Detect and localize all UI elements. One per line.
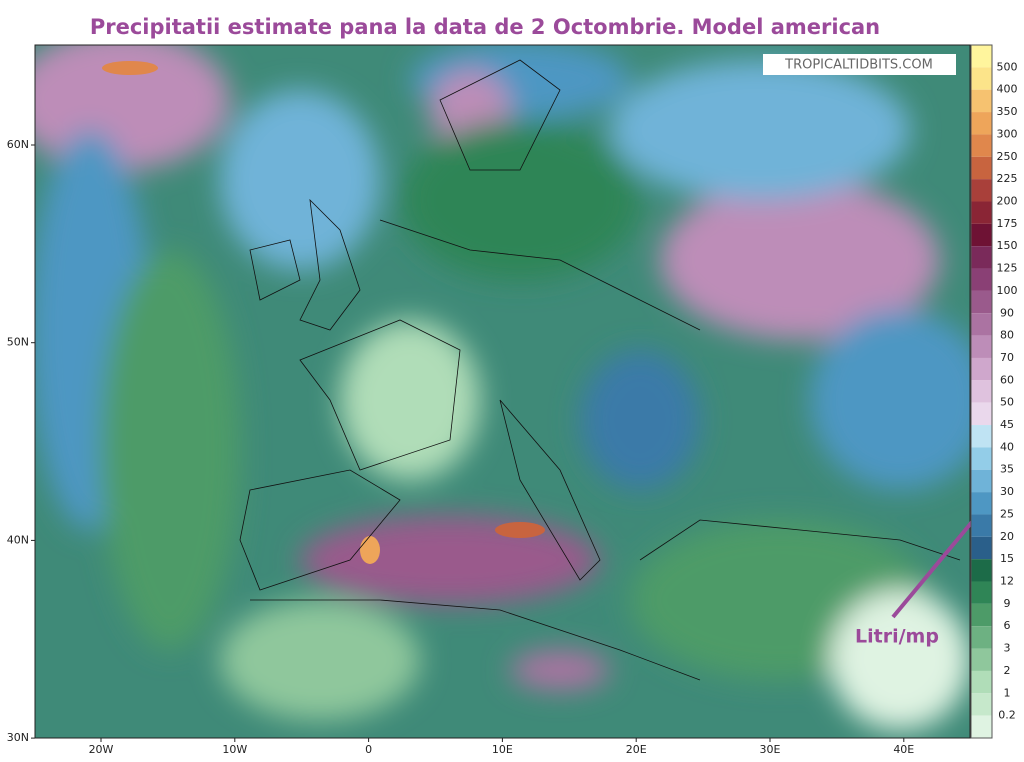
- colorbar-top-bin: [971, 45, 992, 68]
- map-title: Precipitatii estimate pana la data de 2 …: [90, 15, 880, 39]
- lat-label: 60N: [7, 138, 29, 151]
- colorbar-label: 70: [1000, 351, 1014, 364]
- colorbar-bin: [971, 536, 992, 560]
- colorbar-label: 15: [1000, 552, 1014, 565]
- colorbar-label: 350: [997, 105, 1018, 118]
- colorbar-bin: [971, 112, 992, 135]
- lon-label: 10E: [492, 743, 513, 756]
- lon-label: 20W: [89, 743, 114, 756]
- colorbar-label: 1: [1004, 686, 1011, 699]
- lon-label: 30E: [760, 743, 781, 756]
- colorbar-bin: [971, 268, 992, 291]
- colorbar-label: 500: [997, 60, 1018, 73]
- colorbar-label: 25: [1000, 507, 1014, 520]
- colorbar-bin: [971, 447, 992, 470]
- colorbar-label: 90: [1000, 306, 1014, 319]
- colorbar-label: 2: [1004, 664, 1011, 677]
- colorbar-bin: [971, 134, 992, 157]
- lat-label: 40N: [7, 533, 29, 546]
- colorbar-label: 40: [1000, 440, 1014, 453]
- colorbar-bin: [971, 380, 992, 403]
- colorbar-label: 80: [1000, 329, 1014, 342]
- lat-label: 30N: [7, 731, 29, 744]
- colorbar-label: 35: [1000, 463, 1014, 476]
- colorbar-bin: [971, 469, 992, 493]
- colorbar-label: 50: [1000, 396, 1014, 409]
- lon-label: 40E: [893, 743, 914, 756]
- colorbar-bin: [971, 67, 992, 90]
- watermark: TROPICALTIDBITS.COM: [784, 58, 933, 73]
- colorbar-bin: [971, 581, 992, 604]
- colorbar-label: 9: [1004, 597, 1011, 610]
- colorbar-bin: [971, 514, 992, 537]
- colorbar-bin: [971, 492, 992, 515]
- colorbar-label: 3: [1004, 642, 1011, 655]
- colorbar-label: 300: [997, 127, 1018, 140]
- colorbar-bin: [971, 179, 992, 202]
- colorbar-bin: [971, 402, 992, 426]
- colorbar-label: 125: [997, 262, 1018, 275]
- colorbar-label: 250: [997, 150, 1018, 163]
- lon-label: 10W: [222, 743, 247, 756]
- watermark-box: [763, 54, 956, 75]
- lat-label: 50N: [7, 336, 29, 349]
- colorbar-label: 225: [997, 172, 1018, 185]
- colorbar-bin: [971, 335, 992, 358]
- colorbar-label: 12: [1000, 575, 1014, 588]
- annotation-arrow: [891, 520, 974, 619]
- colorbar-frame: [970, 44, 993, 739]
- colorbar-label: 175: [997, 217, 1018, 230]
- colorbar-label: 30: [1000, 485, 1014, 498]
- colorbar-bin: [971, 313, 992, 336]
- axes: 60N 50N 40N 30N 20W 10W 0 10E 20E 30E 40E: [7, 138, 915, 756]
- colorbar-bin: [971, 425, 992, 448]
- colorbar-label: 60: [1000, 373, 1014, 386]
- colorbar-bin: [971, 357, 992, 381]
- unit-annotation: Litri/mp: [855, 626, 939, 648]
- colorbar-bin: [971, 603, 992, 627]
- colorbar-bin: [971, 223, 992, 247]
- colorbar-label: 20: [1000, 530, 1014, 543]
- colorbar-bin: [971, 89, 992, 113]
- colorbar-bin: [971, 290, 992, 314]
- precip-field: [35, 45, 970, 738]
- colorbar-bin: [971, 246, 992, 269]
- colorbar-bin: [971, 559, 992, 582]
- colorbar-bin: [971, 626, 992, 649]
- colorbar-bin: [971, 648, 992, 671]
- colorbar-label: 45: [1000, 418, 1014, 431]
- colorbar-bin: [971, 201, 992, 224]
- colorbar-label: 0.2: [998, 709, 1016, 722]
- colorbar-bin: [971, 693, 992, 716]
- colorbar-bin: [971, 156, 992, 180]
- colorbar-label: 6: [1004, 619, 1011, 632]
- lon-label: 20E: [626, 743, 647, 756]
- colorbar-label: 400: [997, 83, 1018, 96]
- colorbar-label: 100: [997, 284, 1018, 297]
- colorbar: 5004003503002502252001751501251009080706…: [970, 44, 1018, 739]
- colorbar-label: 150: [997, 239, 1018, 252]
- lon-label: 0: [365, 743, 372, 756]
- colorbar-label: 200: [997, 194, 1018, 207]
- colorbar-bin: [971, 670, 992, 694]
- colorbar-bin: [971, 715, 992, 738]
